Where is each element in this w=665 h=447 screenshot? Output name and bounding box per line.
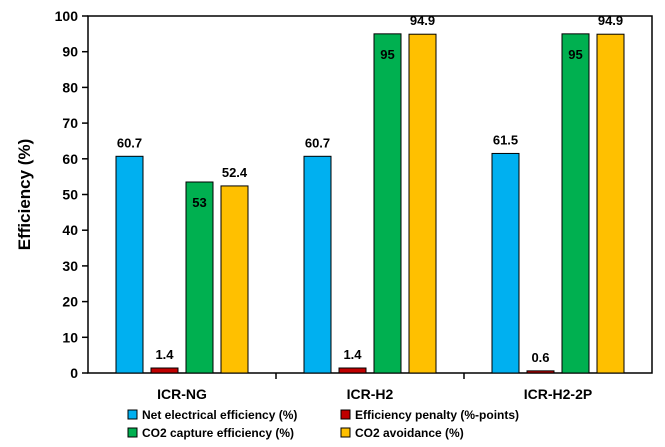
legend-label: Efficiency penalty (%-points) — [355, 408, 519, 422]
bar — [526, 370, 555, 374]
data-labels: 60.7 1.4 53 52.4 60.7 1.4 95 94.9 61.5 0.6 95 94.9 — [117, 13, 623, 365]
data-label: 95 — [568, 47, 582, 62]
bar — [150, 367, 179, 374]
x-category-label: ICR-H2-2P — [524, 386, 592, 402]
bar — [408, 33, 437, 374]
bar — [373, 33, 402, 374]
legend-label: CO2 avoidance (%) — [355, 426, 464, 440]
data-label: 61.5 — [493, 132, 518, 147]
legend: Net electrical efficiency (%) Efficiency … — [127, 408, 519, 440]
data-label: 1.4 — [343, 347, 362, 362]
data-label: 60.7 — [117, 135, 142, 150]
x-category-label: ICR-NG — [157, 386, 207, 402]
y-tick-label: 100 — [55, 8, 79, 24]
y-tick-label: 10 — [62, 329, 78, 345]
y-tick-label: 90 — [62, 44, 78, 60]
bar — [185, 181, 214, 374]
bar — [115, 155, 144, 374]
bar — [491, 152, 520, 374]
y-tick-label: 20 — [62, 294, 78, 310]
y-tick-label: 30 — [62, 258, 78, 274]
data-label: 53 — [192, 195, 206, 210]
data-label: 52.4 — [222, 165, 248, 180]
bar — [596, 33, 625, 374]
y-axis-title: Efficiency (%) — [15, 139, 34, 250]
bar — [338, 367, 367, 374]
legend-label: Net electrical efficiency (%) — [142, 408, 297, 422]
bar — [303, 155, 332, 374]
y-tick-label: 50 — [62, 187, 78, 203]
y-tick-label: 70 — [62, 115, 78, 131]
x-axis: ICR-NG ICR-H2 ICR-H2-2P — [157, 373, 592, 402]
bar — [220, 185, 249, 374]
data-label: 0.6 — [531, 350, 549, 365]
legend-swatch — [340, 427, 351, 438]
y-axis: 0 10 20 30 40 50 60 70 80 90 100 — [55, 8, 653, 381]
legend-swatch — [340, 409, 351, 420]
y-tick-label: 0 — [70, 365, 78, 381]
x-category-label: ICR-H2 — [347, 386, 394, 402]
legend-swatch — [127, 427, 138, 438]
legend-label: CO2 capture efficiency (%) — [142, 426, 294, 440]
bars — [115, 33, 625, 374]
data-label: 94.9 — [598, 13, 623, 28]
data-label: 60.7 — [305, 135, 330, 150]
data-label: 95 — [380, 47, 394, 62]
data-label: 94.9 — [410, 13, 435, 28]
legend-swatch — [127, 409, 138, 420]
y-tick-label: 60 — [62, 151, 78, 167]
y-tick-label: 80 — [62, 79, 78, 95]
y-tick-label: 40 — [62, 222, 78, 238]
bar — [561, 33, 590, 374]
data-label: 1.4 — [155, 347, 174, 362]
